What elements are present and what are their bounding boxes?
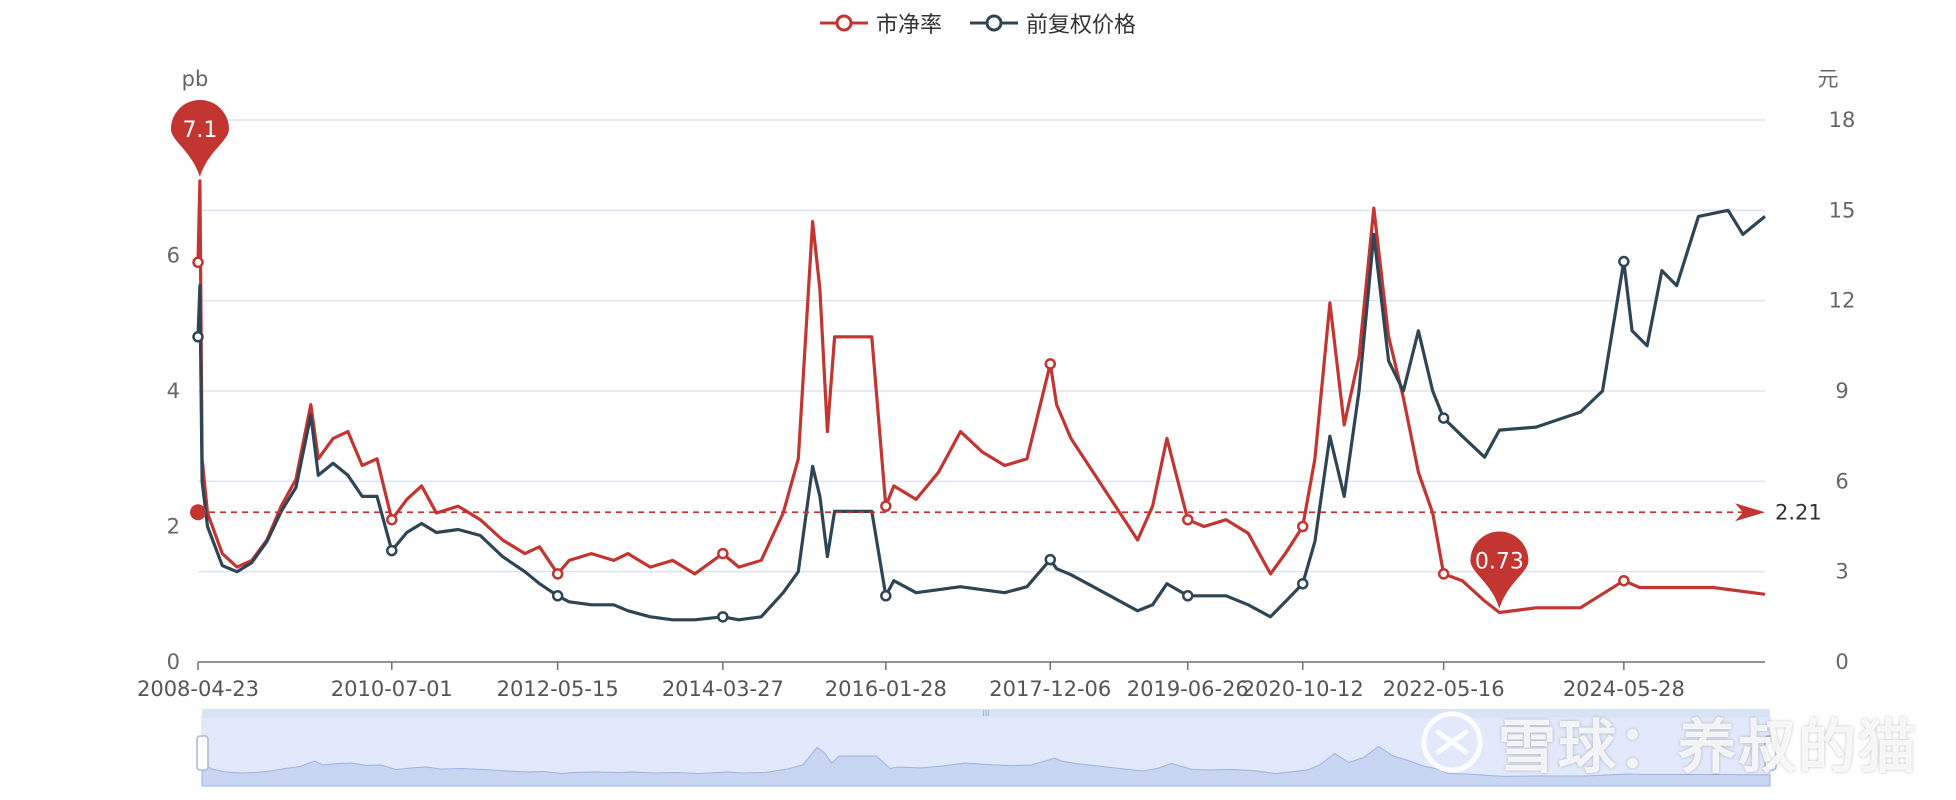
pin-shape (170, 99, 229, 177)
pin-label: 7.1 (182, 118, 217, 143)
watermark-text: 雪球：养叔的猫 (1497, 713, 1918, 781)
pb-point-marker (551, 568, 564, 580)
y-left-tick-label: 4 (167, 379, 180, 403)
y-right-tick-label: 3 (1835, 560, 1848, 584)
y-right-tick-label: 0 (1835, 650, 1848, 674)
chart-legend: 市净率 前复权价格 (0, 8, 1956, 38)
x-tick-label: 2019-06-26 (1127, 677, 1249, 701)
y-left-tick-label: 2 (167, 515, 180, 539)
pb-point-marker (386, 513, 398, 526)
x-tick-label: 2016-01-28 (825, 677, 947, 701)
min-mark-pin: 0.73 (1470, 531, 1529, 609)
legend-price-label: 前复权价格 (1026, 13, 1137, 38)
pb-point-marker (1437, 568, 1450, 580)
y-right-tick-label: 12 (1829, 289, 1856, 313)
y-right-tick-label: 6 (1835, 469, 1848, 493)
pb-point-marker (1044, 358, 1057, 370)
price-point-marker (717, 611, 729, 623)
zoom-preview-area (201, 744, 1771, 787)
average-line-arrow (1735, 503, 1765, 522)
price-point-marker (1296, 577, 1309, 590)
price-point-marker (192, 331, 204, 343)
snowball-logo-icon (1421, 711, 1483, 773)
price-point-marker (551, 590, 564, 602)
average-mark-label: 2.21 (1775, 500, 1822, 524)
price-point-marker (880, 590, 892, 602)
price-point-marker (1182, 590, 1194, 602)
x-tick-label: 2012-05-15 (497, 677, 619, 701)
y-left-tick-label: 0 (167, 650, 180, 674)
y-right-tick-label: 15 (1829, 198, 1856, 222)
average-line-start-dot (190, 504, 206, 521)
pin-shape (1470, 531, 1529, 609)
legend-pb-label: 市净率 (875, 13, 942, 38)
price-point-marker (1437, 412, 1450, 424)
legend-pb-symbol (819, 14, 868, 32)
zoom-right-handle[interactable] (1764, 735, 1777, 771)
x-tick-label: 2008-04-23 (137, 677, 259, 701)
pb-point-marker (717, 547, 729, 560)
x-tick-label: 2017-12-06 (989, 677, 1111, 701)
x-tick-label: 2024-05-28 (1563, 677, 1685, 701)
y-right-tick-label: 18 (1829, 108, 1856, 132)
y-left-tick-label: 6 (167, 244, 180, 268)
zoom-left-handle[interactable] (196, 735, 209, 771)
pb-point-marker (1618, 574, 1630, 587)
y-right-tick-label: 9 (1835, 379, 1848, 403)
x-tick-label: 2020-10-12 (1242, 677, 1364, 701)
price-point-marker (386, 544, 398, 557)
x-tick-label: 2010-07-01 (331, 677, 453, 701)
pin-label: 0.73 (1475, 550, 1524, 575)
legend-item-pb[interactable]: 市净率 (819, 7, 942, 39)
legend-price-symbol (970, 14, 1018, 32)
series-line-price (196, 208, 1767, 622)
y-right-axis-label: 元 (1818, 67, 1839, 91)
pb-point-marker (1182, 513, 1194, 526)
watermark: 雪球：养叔的猫 (1420, 700, 1918, 784)
x-tick-label: 2014-03-27 (662, 677, 784, 701)
zoom-top-bar (202, 709, 1770, 717)
series-line-pb (196, 179, 1766, 615)
pb-point-marker (880, 500, 892, 512)
max-mark-pin: 7.1 (170, 99, 229, 177)
zoom-move-grip: III (982, 709, 989, 718)
pb-point-marker (192, 256, 204, 269)
pb-point-marker (1296, 520, 1309, 533)
price-point-marker (1044, 553, 1057, 566)
price-point-marker (1618, 255, 1630, 268)
x-tick-label: 2022-05-16 (1383, 677, 1505, 701)
y-left-axis-label: pb (182, 67, 209, 91)
legend-item-price[interactable]: 前复权价格 (970, 7, 1136, 39)
